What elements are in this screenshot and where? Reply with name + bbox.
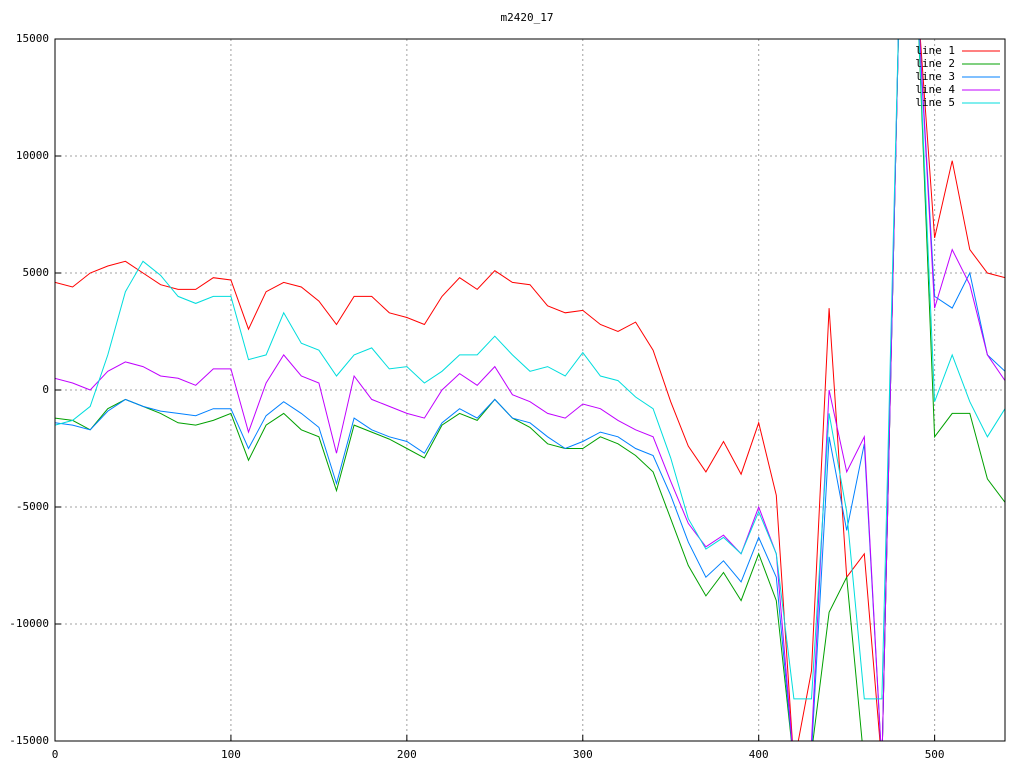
legend-label: line 1 [915,44,955,57]
y-tick-label: -15000 [9,734,49,747]
legend-label: line 2 [915,57,955,70]
x-tick-label: 200 [397,748,417,761]
plot-frame [54,38,1006,742]
x-tick-label: 100 [221,748,241,761]
legend-label: line 3 [915,70,955,83]
data-line [55,39,1005,700]
data-line [55,39,1005,741]
data-line [55,39,1005,741]
x-tick-label: 300 [573,748,593,761]
grid: -15000 -10000 -5000 0 5000 10000 15000 0 100 200 3… [9,32,1005,761]
data-line [55,39,1005,741]
y-tick-label: 15000 [16,32,49,45]
legend-label: line 5 [915,96,955,109]
x-tick-label: 500 [925,748,945,761]
x-tick-label: 400 [749,748,769,761]
y-tick-label: 0 [42,383,49,396]
legend-label: line 4 [915,83,955,96]
y-tick-label: -5000 [16,500,49,513]
y-tick-label: 5000 [23,266,50,279]
data-line [55,39,1005,741]
x-tick-label: 0 [52,748,59,761]
y-tick-label: -10000 [9,617,49,630]
y-tick-label: 10000 [16,149,49,162]
plot-lines [55,39,1005,741]
chart-title: m2420_17 [501,11,554,24]
